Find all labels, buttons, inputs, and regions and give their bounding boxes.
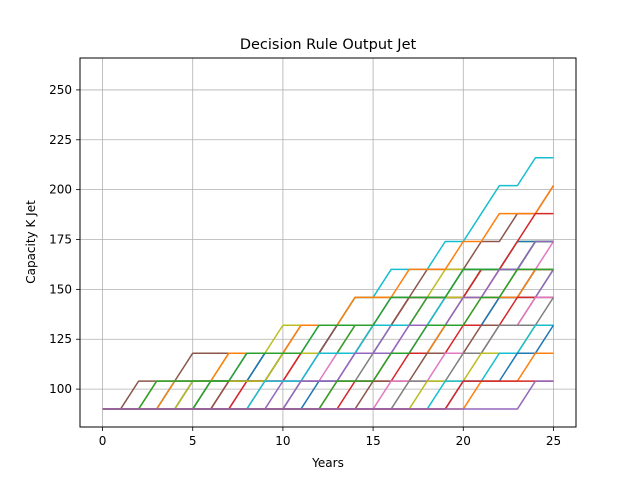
x-tick-label: 5 (189, 434, 197, 448)
x-tick-label: 10 (275, 434, 290, 448)
x-tick-label: 20 (456, 434, 471, 448)
y-axis-label: Capacity K Jet (24, 200, 38, 284)
y-tick-label: 175 (49, 233, 72, 247)
y-tick-label: 150 (49, 282, 72, 296)
x-tick-label: 15 (365, 434, 380, 448)
y-tick-label: 225 (49, 133, 72, 147)
axis-ticks: 0 5 10 15 20 25 100 125 150 175 200 225 250 (49, 83, 561, 448)
plot-frame (79, 57, 577, 428)
y-tick-label: 200 (49, 183, 72, 197)
series-line-23 (102, 240, 554, 410)
x-tick-label: 0 (99, 434, 107, 448)
y-tick-label: 125 (49, 332, 72, 346)
series-line-35 (102, 380, 554, 410)
grid-lines (80, 58, 576, 427)
y-tick-label: 250 (49, 83, 72, 97)
x-tick-label: 25 (546, 434, 561, 448)
chart-title: Decision Rule Output Jet (240, 37, 417, 53)
y-tick-label: 100 (49, 382, 72, 396)
x-axis-label: Years (311, 456, 344, 470)
series-lines (102, 156, 555, 410)
